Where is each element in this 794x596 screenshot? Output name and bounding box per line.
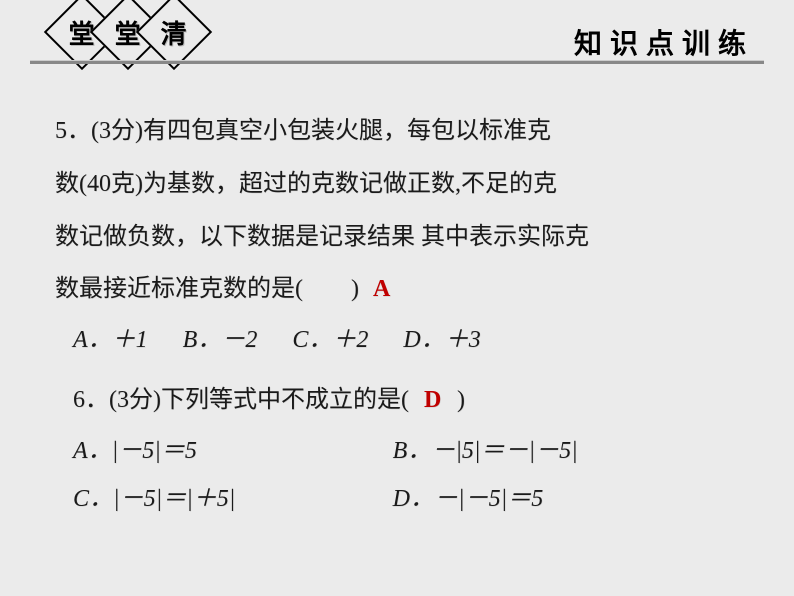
q6-opt-a: A．|－5|＝5	[73, 427, 393, 475]
q5-answer: A	[373, 276, 390, 302]
header-divider	[30, 60, 764, 64]
q5-line4: 数最接近标准克数的是( ) A	[55, 263, 739, 316]
q5-opt-c: C．＋2	[292, 316, 368, 364]
question-6: 6．(3分)下列等式中不成立的是( ) D A．|－5|＝5 B．－|5|＝－|…	[55, 374, 739, 523]
diamond-text-3: 清	[161, 13, 187, 50]
header-title: 知识点训练	[574, 22, 754, 62]
q5-opt-d: D．＋3	[403, 316, 480, 364]
q5-line1: 5．(3分)有四包真空小包装火腿，每包以标准克	[55, 105, 739, 158]
q6-opt-b: B．－|5|＝－|－5|	[393, 427, 713, 475]
q5-line2: 数(40克)为基数，超过的克数记做正数,不足的克	[55, 158, 739, 211]
q6-text-content: 6．(3分)下列等式中不成立的是( )	[73, 387, 465, 413]
question-5: 5．(3分)有四包真空小包装火腿，每包以标准克 数(40克)为基数，超过的克数记…	[55, 105, 739, 364]
q5-line3: 数记做负数，以下数据是记录结果 其中表示实际克	[55, 211, 739, 264]
q5-line4-text: 数最接近标准克数的是( )	[55, 276, 359, 302]
q5-opt-b: B．－2	[183, 316, 258, 364]
diamond-group: 堂 堂 清	[55, 5, 193, 59]
q6-opt-d: D．－|－5|＝5	[393, 475, 713, 523]
q6-options: A．|－5|＝5 B．－|5|＝－|－5| C．|－5|＝|＋5| D．－|－5…	[73, 427, 739, 523]
q5-opt-a: A．＋1	[73, 316, 148, 364]
q6-answer: D	[424, 387, 441, 413]
page-header: 堂 堂 清 知识点训练	[0, 0, 794, 75]
q6-opt-c: C．|－5|＝|＋5|	[73, 475, 393, 523]
q6-text: 6．(3分)下列等式中不成立的是( ) D	[73, 374, 739, 427]
content-area: 5．(3分)有四包真空小包装火腿，每包以标准克 数(40克)为基数，超过的克数记…	[0, 75, 794, 553]
q5-options: A．＋1 B．－2 C．＋2 D．＋3	[73, 316, 739, 364]
